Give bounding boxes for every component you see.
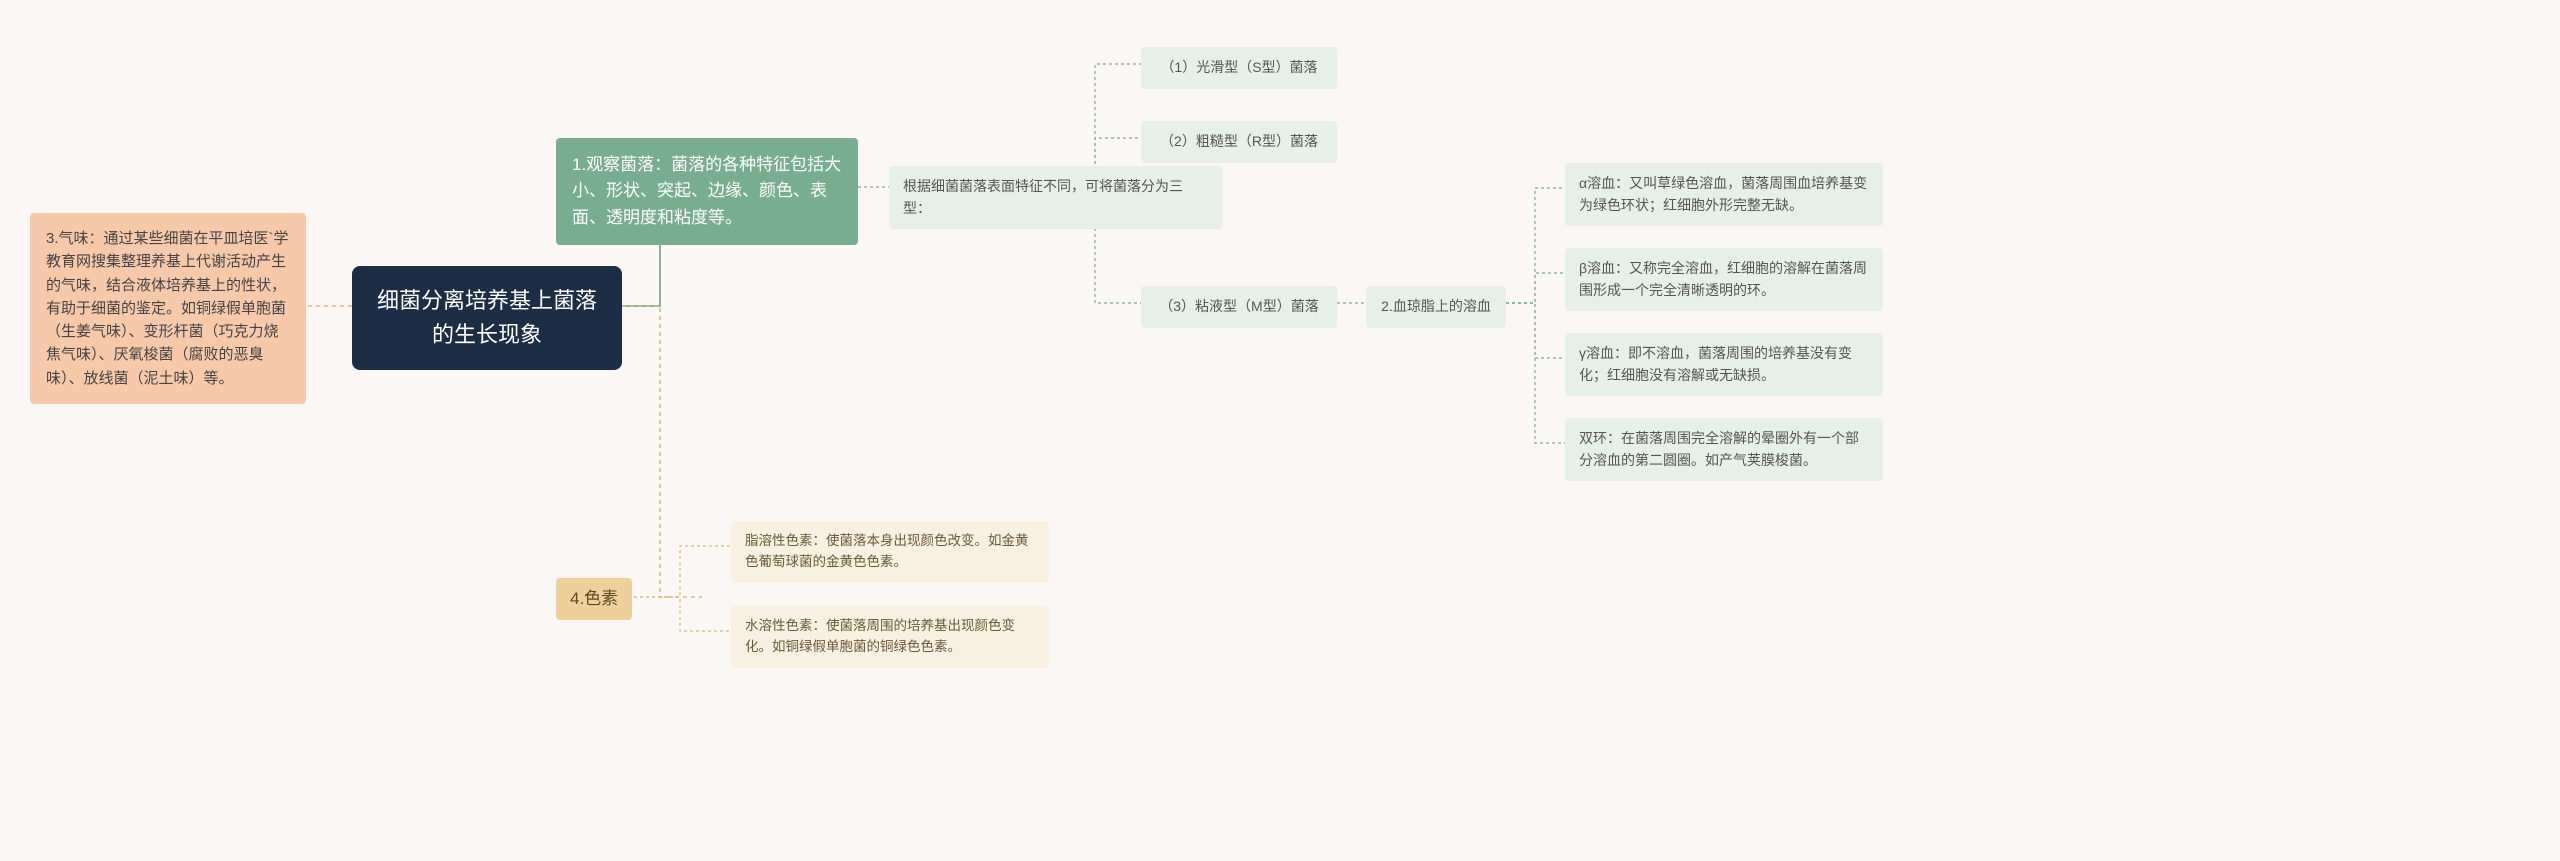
pigment-water-text: 水溶性色素：使菌落周围的培养基出现颜色变化。如铜绿假单胞菌的铜绿色色素。 (745, 616, 1035, 658)
colony-type-m-text: （3）粘液型（M型）菌落 (1159, 296, 1318, 318)
branch-odor-text: 3.气味：通过某些细菌在平皿培医`学教育网搜集整理养基上代谢活动产生的气味，结合… (46, 227, 290, 390)
branch-pigment-text: 4.色素 (570, 586, 618, 612)
hemolysis-gamma-text: γ溶血：即不溶血，菌落周围的培养基没有变化；红细胞没有溶解或无缺损。 (1579, 343, 1869, 386)
hemolysis-alpha[interactable]: α溶血：又叫草绿色溶血，菌落周围血培养基变为绿色环状；红细胞外形完整无缺。 (1565, 163, 1883, 226)
hemolysis-double-text: 双环：在菌落周围完全溶解的晕圈外有一个部分溶血的第二圆圈。如产气荚膜梭菌。 (1579, 428, 1869, 471)
branch-pigment[interactable]: 4.色素 (556, 578, 632, 620)
colony-type-r[interactable]: （2）粗糙型（R型）菌落 (1141, 121, 1337, 163)
hemolysis-alpha-text: α溶血：又叫草绿色溶血，菌落周围血培养基变为绿色环状；红细胞外形完整无缺。 (1579, 173, 1869, 216)
branch-observe[interactable]: 1.观察菌落：菌落的各种特征包括大小、形状、突起、边缘、颜色、表面、透明度和粘度… (556, 138, 858, 245)
root-text: 细菌分离培养基上菌落的生长现象 (374, 284, 600, 352)
colony-type-s-text: （1）光滑型（S型）菌落 (1160, 57, 1317, 79)
hemolysis-double[interactable]: 双环：在菌落周围完全溶解的晕圈外有一个部分溶血的第二圆圈。如产气荚膜梭菌。 (1565, 418, 1883, 481)
hemolysis-beta-text: β溶血：又称完全溶血，红细胞的溶解在菌落周围形成一个完全清晰透明的环。 (1579, 258, 1869, 301)
colony-type-r-text: （2）粗糙型（R型）菌落 (1160, 131, 1318, 153)
pigment-fat[interactable]: 脂溶性色素：使菌落本身出现颜色改变。如金黄色葡萄球菌的金黄色色素。 (731, 521, 1049, 583)
root-node[interactable]: 细菌分离培养基上菌落的生长现象 (352, 266, 622, 370)
branch-observe-text: 1.观察菌落：菌落的各种特征包括大小、形状、突起、边缘、颜色、表面、透明度和粘度… (572, 152, 842, 231)
hemolysis-label-text: 2.血琼脂上的溶血 (1381, 296, 1491, 318)
colony-type-s[interactable]: （1）光滑型（S型）菌落 (1141, 47, 1337, 89)
colony-type-m[interactable]: （3）粘液型（M型）菌落 (1141, 286, 1337, 328)
hemolysis-gamma[interactable]: γ溶血：即不溶血，菌落周围的培养基没有变化；红细胞没有溶解或无缺损。 (1565, 333, 1883, 396)
pigment-water[interactable]: 水溶性色素：使菌落周围的培养基出现颜色变化。如铜绿假单胞菌的铜绿色色素。 (731, 606, 1049, 668)
pigment-fat-text: 脂溶性色素：使菌落本身出现颜色改变。如金黄色葡萄球菌的金黄色色素。 (745, 531, 1035, 573)
hemolysis-beta[interactable]: β溶血：又称完全溶血，红细胞的溶解在菌落周围形成一个完全清晰透明的环。 (1565, 248, 1883, 311)
branch-odor[interactable]: 3.气味：通过某些细菌在平皿培医`学教育网搜集整理养基上代谢活动产生的气味，结合… (30, 213, 306, 404)
branch-observe-sub-text: 根据细菌菌落表面特征不同，可将菌落分为三型： (903, 176, 1209, 219)
hemolysis-label[interactable]: 2.血琼脂上的溶血 (1366, 286, 1506, 328)
branch-observe-sub[interactable]: 根据细菌菌落表面特征不同，可将菌落分为三型： (889, 166, 1223, 229)
